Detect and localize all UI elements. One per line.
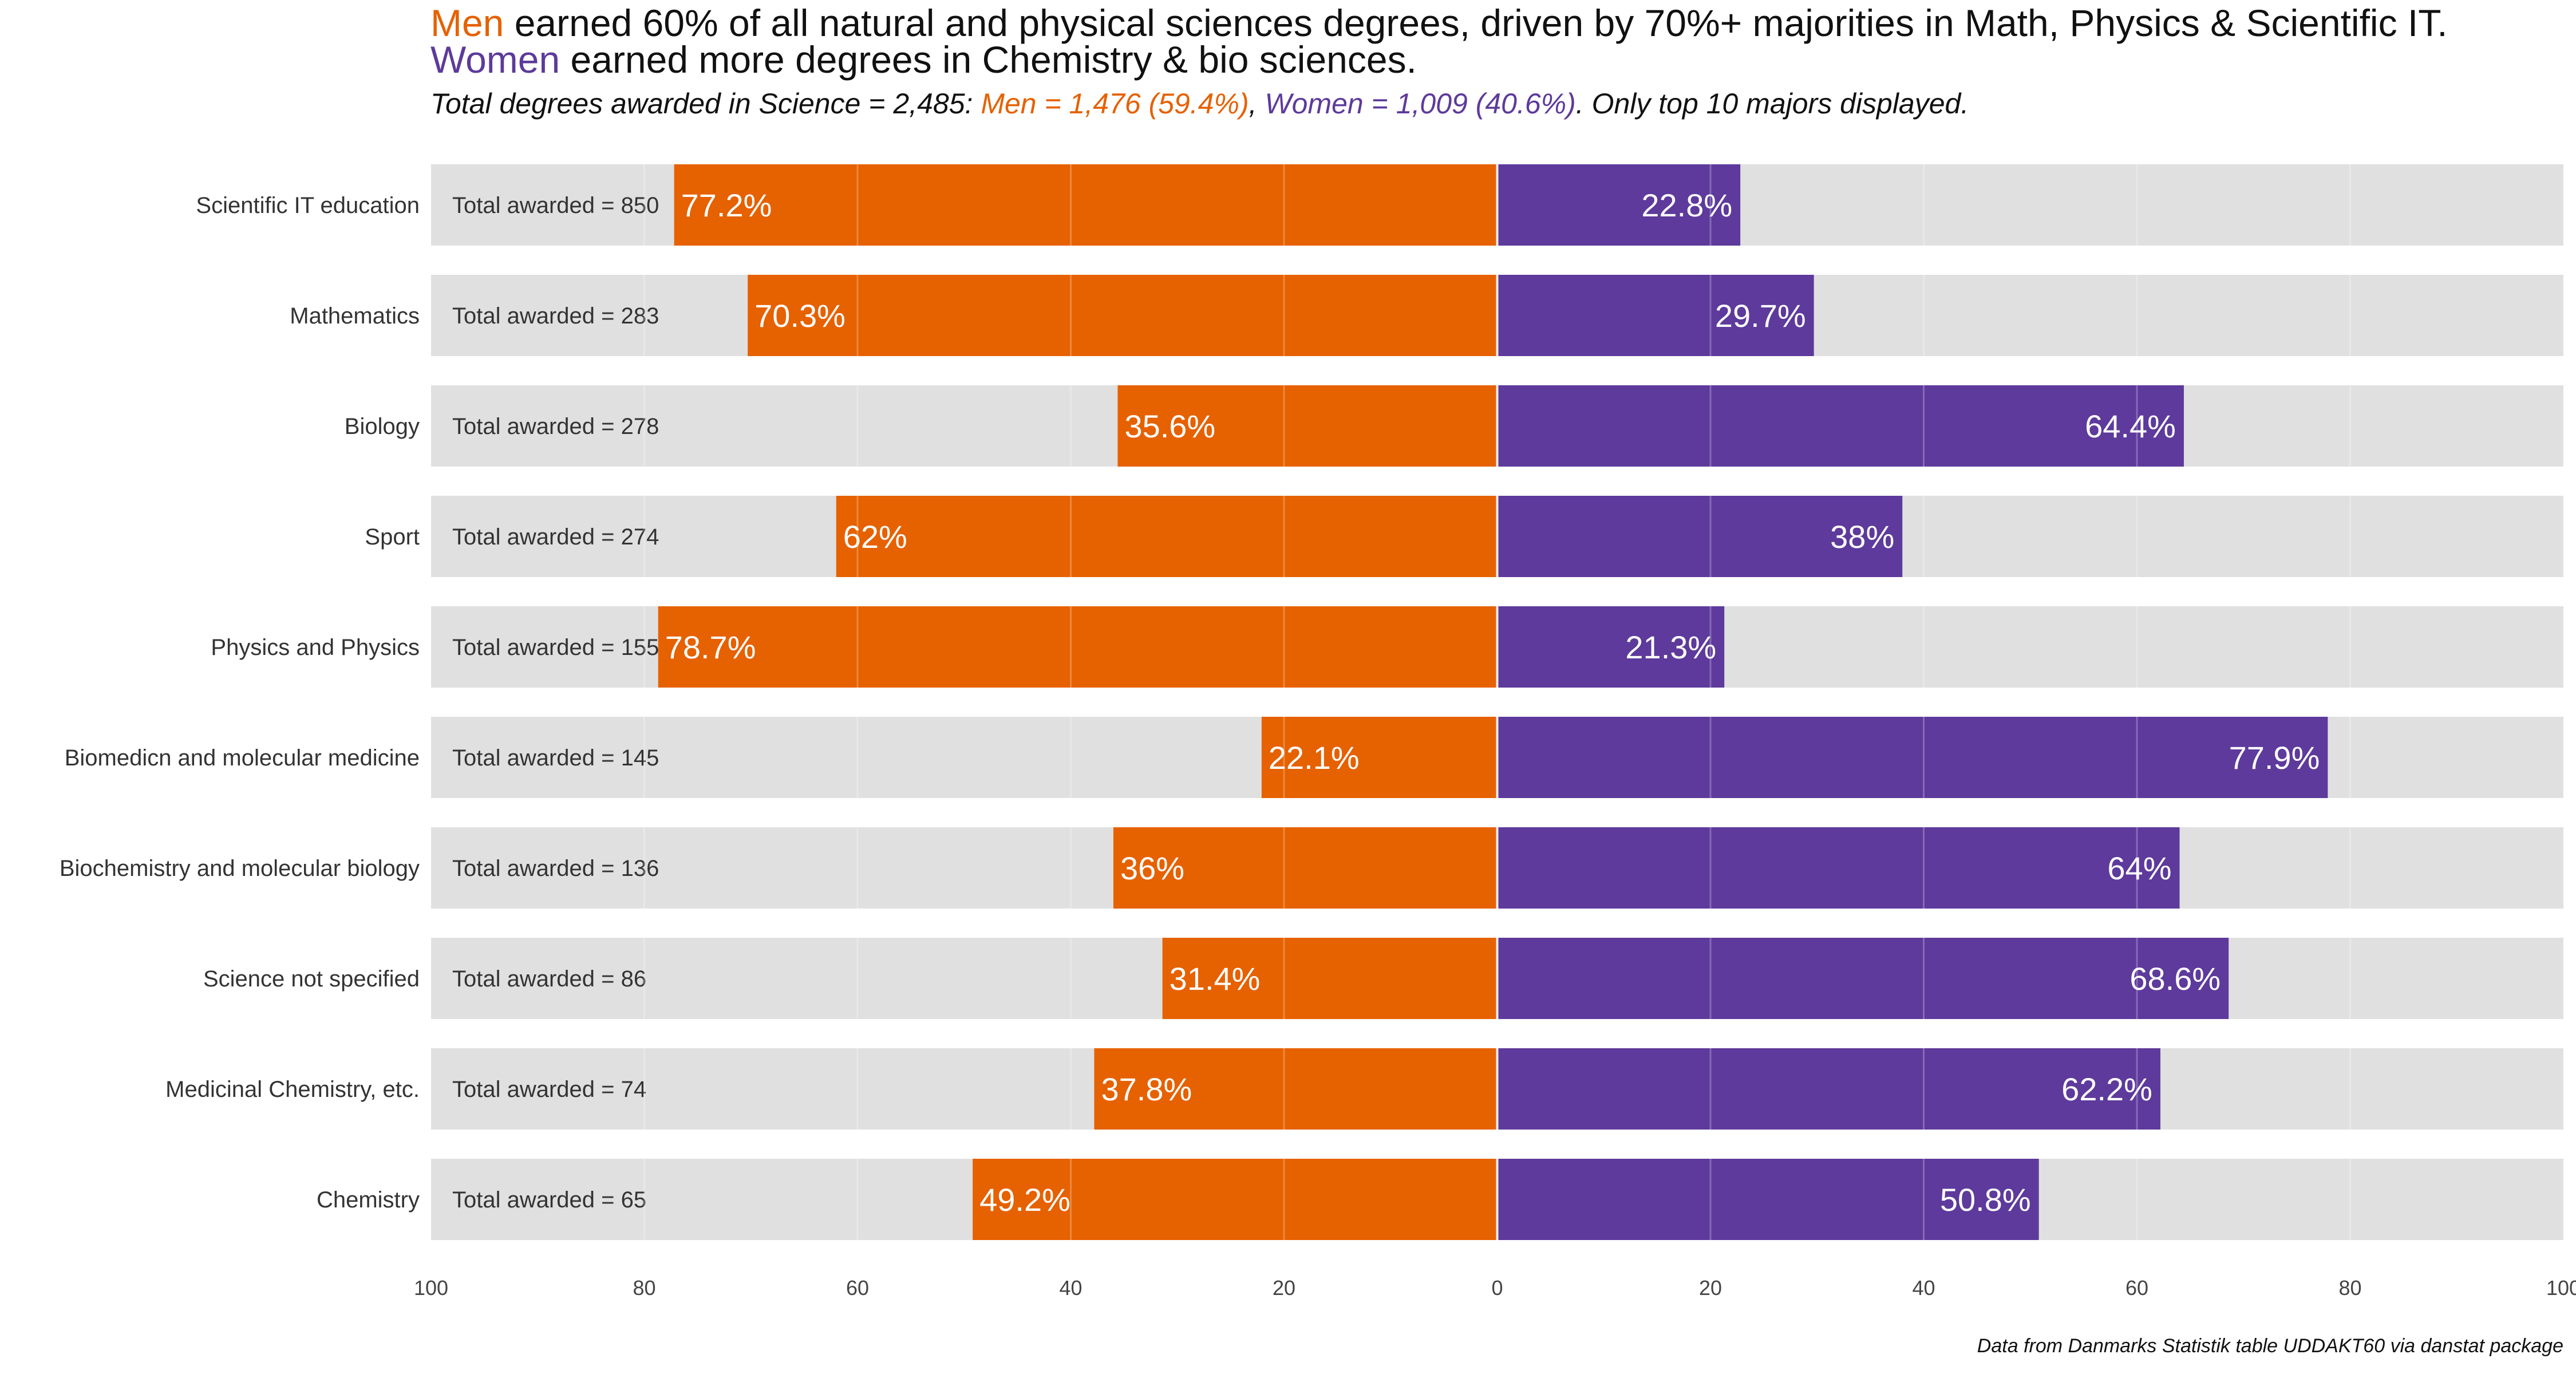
bar-women xyxy=(1497,385,2184,467)
bar-men xyxy=(1113,827,1498,909)
women-value-label: 22.8% xyxy=(1641,187,1732,223)
women-value-label: 38% xyxy=(1830,519,1894,555)
women-value-label: 68.6% xyxy=(2129,961,2221,997)
bar-men xyxy=(748,275,1498,356)
bar-men xyxy=(973,1159,1498,1240)
category-label: Science not specified xyxy=(203,966,420,992)
bar-women xyxy=(1497,717,2328,798)
x-tick-label: 60 xyxy=(2125,1276,2148,1300)
total-awarded-label: Total awarded = 274 xyxy=(452,524,659,550)
subtitle-sep: , xyxy=(1249,88,1265,120)
x-tick-label: 0 xyxy=(1491,1276,1503,1300)
title-men-word: Men xyxy=(430,2,504,44)
women-value-label: 77.9% xyxy=(2229,740,2320,776)
x-tick-label: 100 xyxy=(2546,1276,2576,1300)
men-value-label: 36% xyxy=(1120,850,1184,886)
men-value-label: 77.2% xyxy=(681,187,772,223)
x-tick-label: 40 xyxy=(1059,1276,1082,1300)
title-women-word: Women xyxy=(430,38,560,81)
bar-men xyxy=(1094,1048,1498,1130)
subtitle-tail: . Only top 10 majors displayed. xyxy=(1575,88,1969,120)
total-awarded-label: Total awarded = 283 xyxy=(452,303,659,329)
chart-title-line-2: Women earned more degrees in Chemistry &… xyxy=(430,41,2549,78)
category-label: Biomedicn and molecular medicine xyxy=(65,745,420,771)
category-label: Medicinal Chemistry, etc. xyxy=(165,1077,420,1102)
x-tick-label: 60 xyxy=(846,1276,869,1300)
bar-women xyxy=(1497,1048,2160,1130)
total-awarded-label: Total awarded = 65 xyxy=(452,1187,646,1213)
women-value-label: 50.8% xyxy=(1940,1182,2031,1218)
x-tick-label: 80 xyxy=(2338,1276,2361,1300)
men-value-label: 35.6% xyxy=(1124,408,1215,444)
bar-men xyxy=(836,496,1498,577)
total-awarded-label: Total awarded = 850 xyxy=(452,193,659,218)
bar-men xyxy=(658,606,1498,688)
bar-women xyxy=(1497,827,2180,909)
category-label: Physics and Physics xyxy=(211,635,420,660)
bar-women xyxy=(1497,275,1814,356)
subtitle-men: Men = 1,476 (59.4%) xyxy=(981,88,1249,120)
women-value-label: 64.4% xyxy=(2085,408,2176,444)
men-value-label: 49.2% xyxy=(979,1182,1070,1218)
x-tick-label: 40 xyxy=(1912,1276,1935,1300)
category-label: Biology xyxy=(345,414,420,439)
women-value-label: 29.7% xyxy=(1715,298,1806,334)
category-label: Sport xyxy=(365,524,420,550)
title-line-1-text: earned 60% of all natural and physical s… xyxy=(504,2,2448,44)
men-value-label: 78.7% xyxy=(665,629,756,665)
total-awarded-label: Total awarded = 278 xyxy=(452,414,659,439)
category-label: Mathematics xyxy=(290,303,420,329)
bar-women xyxy=(1497,606,1725,688)
chart-title-line-1: Men earned 60% of all natural and physic… xyxy=(430,2,2549,44)
bar-women xyxy=(1497,496,1903,577)
category-label: Scientific IT education xyxy=(196,193,420,218)
men-value-label: 70.3% xyxy=(754,298,846,334)
bar-women xyxy=(1497,938,2229,1019)
total-awarded-label: Total awarded = 86 xyxy=(452,966,646,992)
title-line-2-text: earned more degrees in Chemistry & bio s… xyxy=(560,38,1417,81)
category-label: Chemistry xyxy=(317,1187,420,1213)
men-value-label: 37.8% xyxy=(1101,1071,1192,1107)
x-tick-label: 20 xyxy=(1699,1276,1722,1300)
bar-women xyxy=(1497,1159,2039,1240)
women-value-label: 62.2% xyxy=(2061,1071,2152,1107)
x-tick-label: 80 xyxy=(633,1276,655,1300)
x-tick-label: 100 xyxy=(414,1276,448,1300)
bar-men xyxy=(1261,717,1498,798)
total-awarded-label: Total awarded = 155 xyxy=(452,635,659,660)
women-value-label: 64% xyxy=(2107,850,2171,886)
total-awarded-label: Total awarded = 74 xyxy=(452,1077,646,1102)
men-value-label: 22.1% xyxy=(1269,740,1360,776)
men-value-label: 62% xyxy=(843,519,907,555)
bar-men xyxy=(1117,385,1498,467)
chart-caption: Data from Danmarks Statistik table UDDAK… xyxy=(1977,1335,2563,1357)
category-label: Biochemistry and molecular biology xyxy=(60,856,420,881)
total-awarded-label: Total awarded = 136 xyxy=(452,856,659,881)
men-value-label: 31.4% xyxy=(1170,961,1261,997)
bar-men xyxy=(674,164,1498,246)
chart-subtitle: Total degrees awarded in Science = 2,485… xyxy=(430,87,2549,120)
women-value-label: 21.3% xyxy=(1625,629,1716,665)
x-tick-label: 20 xyxy=(1273,1276,1295,1300)
bar-men xyxy=(1162,938,1498,1019)
total-awarded-label: Total awarded = 145 xyxy=(452,745,659,771)
subtitle-women: Women = 1,009 (40.6%) xyxy=(1265,88,1576,120)
bar-women xyxy=(1497,164,1741,246)
subtitle-lead: Total degrees awarded in Science = 2,485… xyxy=(430,88,981,120)
chart-title-block: Men earned 60% of all natural and physic… xyxy=(430,2,2549,120)
